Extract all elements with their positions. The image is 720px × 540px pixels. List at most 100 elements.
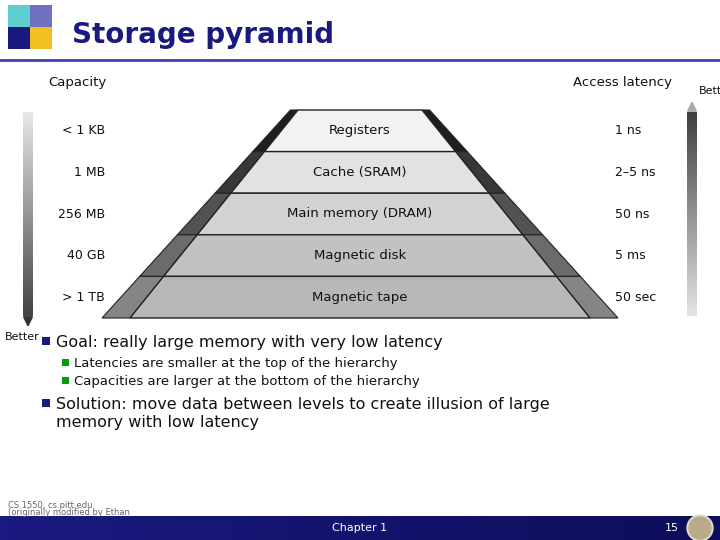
Text: Better: Better [5, 332, 40, 342]
Bar [223, 516, 230, 540]
Bar [687, 157, 697, 161]
Bar [23, 271, 33, 275]
Bar [687, 185, 697, 190]
Bar [687, 242, 697, 247]
Polygon shape [557, 276, 618, 318]
Bar [288, 516, 295, 540]
Bar [108, 516, 115, 540]
Bar [454, 516, 461, 540]
Bar [687, 116, 697, 120]
Bar [497, 516, 504, 540]
Bar [687, 181, 697, 185]
Bar [151, 516, 158, 540]
Bar [23, 210, 33, 214]
Bar [687, 177, 697, 181]
Bar [23, 140, 33, 145]
Text: 15: 15 [665, 523, 679, 533]
Text: Capacity: Capacity [48, 76, 107, 89]
Polygon shape [140, 235, 197, 276]
Bar [216, 516, 223, 540]
Text: < 1 KB: < 1 KB [62, 124, 105, 137]
Bar [324, 516, 331, 540]
Bar [706, 516, 713, 540]
Bar [23, 222, 33, 226]
Bar [23, 157, 33, 161]
Bar [691, 516, 698, 540]
Bar [245, 516, 252, 540]
Text: 50 sec: 50 sec [615, 291, 656, 303]
Bar [687, 148, 697, 153]
Bar [687, 202, 697, 206]
Bar [122, 516, 130, 540]
Bar [687, 129, 697, 132]
Bar [698, 516, 706, 540]
Bar [687, 284, 697, 287]
Bar [687, 231, 697, 234]
Bar [662, 516, 670, 540]
Bar [58, 516, 65, 540]
Polygon shape [163, 235, 557, 276]
Bar [547, 516, 554, 540]
Text: Main memory (DRAM): Main memory (DRAM) [287, 207, 433, 220]
Text: Registers: Registers [329, 124, 391, 137]
Bar [43, 516, 50, 540]
Text: (originally modified by Ethan: (originally modified by Ethan [8, 508, 130, 517]
Bar [23, 206, 33, 210]
Bar [23, 153, 33, 157]
Bar [302, 516, 310, 540]
Text: Cache (SRAM): Cache (SRAM) [313, 166, 407, 179]
Bar [23, 304, 33, 308]
Bar [23, 231, 33, 234]
Bar [504, 516, 511, 540]
Bar [8, 27, 30, 49]
Bar [281, 516, 288, 540]
Bar [461, 516, 468, 540]
Bar [23, 190, 33, 194]
Polygon shape [264, 110, 456, 152]
Bar [687, 190, 697, 194]
Bar [23, 129, 33, 132]
Bar [687, 153, 697, 157]
Text: 40 GB: 40 GB [67, 249, 105, 262]
Polygon shape [102, 276, 163, 318]
Bar [687, 234, 697, 239]
Bar [42, 399, 50, 407]
Bar [266, 516, 274, 540]
Bar [687, 239, 697, 242]
Bar [687, 255, 697, 259]
Bar [687, 161, 697, 165]
Bar [23, 198, 33, 202]
Bar [687, 140, 697, 145]
Bar [23, 275, 33, 279]
Text: 2–5 ns: 2–5 ns [615, 166, 655, 179]
Bar [687, 206, 697, 210]
Polygon shape [197, 193, 523, 235]
Text: 5 ms: 5 ms [615, 249, 646, 262]
Polygon shape [130, 276, 590, 318]
Bar [687, 271, 697, 275]
Bar [23, 120, 33, 124]
Bar [554, 516, 562, 540]
Bar [187, 516, 194, 540]
Bar [562, 516, 569, 540]
Bar [605, 516, 612, 540]
Bar [23, 132, 33, 137]
Bar [23, 177, 33, 181]
Bar [360, 516, 367, 540]
Bar [687, 247, 697, 251]
Text: memory with low latency: memory with low latency [56, 415, 259, 430]
Bar [468, 516, 475, 540]
Bar [23, 263, 33, 267]
Bar [670, 516, 677, 540]
Bar [482, 516, 490, 540]
Bar [338, 516, 346, 540]
Bar [648, 516, 655, 540]
Bar [687, 194, 697, 198]
Bar [30, 5, 52, 27]
Bar [526, 516, 533, 540]
Bar [389, 516, 396, 540]
Bar [166, 516, 173, 540]
Bar [684, 516, 691, 540]
Bar [62, 359, 69, 366]
Bar [180, 516, 187, 540]
